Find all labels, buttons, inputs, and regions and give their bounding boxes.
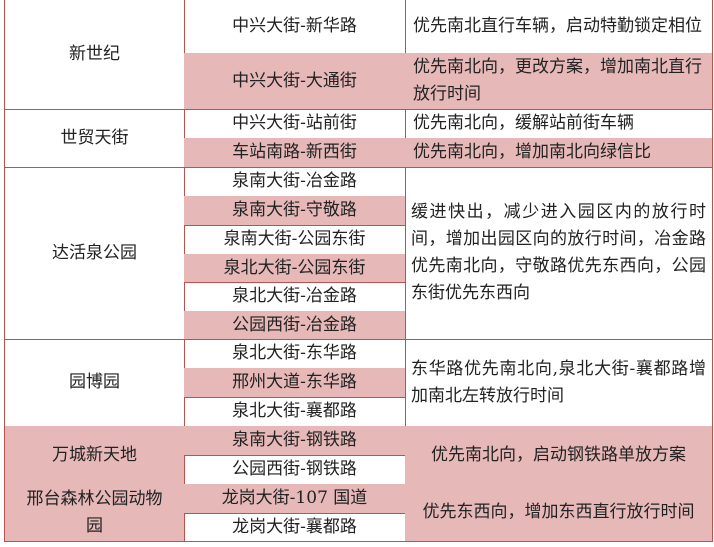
intersection-cell-text: 邢州大道-东华路 <box>232 372 357 392</box>
intersection-cell-text: 中兴大街-新华路 <box>232 16 357 36</box>
group-name: 邢台森林公园动物园 <box>4 484 185 542</box>
intersection-cell: 中兴大街-新华路 <box>184 0 406 54</box>
group-name: 达活泉公园 <box>4 167 185 340</box>
intersection-cell-text: 泉北大街-襄都路 <box>232 401 357 421</box>
intersection-cell-text: 泉南大街-守敬路 <box>232 200 357 220</box>
measure-cell-text: 优先南北向，缓解站前街车辆 <box>413 113 634 133</box>
measure-cell: 东华路优先南北向,泉北大街-襄都路增加南北左转放行时间 <box>405 339 713 427</box>
intersection-cell: 车站南路-新西街 <box>184 138 406 168</box>
measure-cell: 优先南北向，缓解站前街车辆 <box>405 109 713 139</box>
intersection-cell-text: 泉北大街-东华路 <box>232 343 357 363</box>
intersection-cell-text: 公园西街-钢铁路 <box>232 459 357 479</box>
intersection-cell: 泉南大街-冶金路 <box>184 167 406 197</box>
intersection-cell: 泉北大街-公园东街 <box>184 254 406 283</box>
measure-cell: 优先南北向，启动钢铁路单放方案 <box>405 426 713 485</box>
group-name-text: 万城新天地 <box>52 444 137 465</box>
intersection-cell: 龙岗大街-襄都路 <box>184 513 406 542</box>
intersection-cell: 泉北大街-襄都路 <box>184 397 406 427</box>
intersection-cell-text: 龙岗大街-襄都路 <box>232 516 357 537</box>
intersection-cell: 公园西街-冶金路 <box>184 311 406 340</box>
measure-cell: 优先东西向，增加东西直行放行时间 <box>405 484 713 542</box>
measure-cell: 优先南北向，更改方案，增加南北直行放行时间 <box>405 53 713 110</box>
group-name: 万城新天地 <box>4 426 185 485</box>
measure-cell-text: 优先南北直行车辆，启动特勤锁定相位 <box>413 16 702 36</box>
intersection-cell: 公园西街-钢铁路 <box>184 455 406 485</box>
measure-cell: 缓进快出，减少进入园区内的放行时间，增加出园区向的放行时间，冶金路优先南北向，守… <box>405 167 713 340</box>
intersection-cell-text: 中兴大街-大通街 <box>232 70 357 91</box>
intersection-cell-text: 泉南大街-公园东街 <box>223 229 366 249</box>
group-name-text: 新世纪 <box>69 44 120 64</box>
intersection-cell: 泉北大街-东华路 <box>184 339 406 369</box>
intersection-cell-text: 泉南大街-冶金路 <box>232 171 357 191</box>
group-name: 新世纪 <box>4 0 185 110</box>
group-name-text: 园博园 <box>69 372 120 392</box>
intersection-cell-text: 公园西街-冶金路 <box>232 314 357 335</box>
group-name: 世贸天街 <box>4 109 185 168</box>
intersection-cell-text: 车站南路-新西街 <box>232 142 357 162</box>
measure-cell: 优先南北向，增加南北向绿信比 <box>405 138 713 168</box>
group-name-text: 达活泉公园 <box>52 242 137 263</box>
measure-cell-text: 优先南北向，更改方案，增加南北直行放行时间 <box>413 57 702 104</box>
intersection-cell-text: 泉北大街-公园东街 <box>223 257 366 278</box>
intersection-cell-text: 中兴大街-站前街 <box>232 113 357 133</box>
intersection-cell-text: 泉南大街-钢铁路 <box>232 430 357 450</box>
measure-cell-text: 优先南北向，启动钢铁路单放方案 <box>431 444 686 465</box>
intersection-cell: 中兴大街-大通街 <box>184 53 406 110</box>
intersection-cell: 泉南大街-钢铁路 <box>184 426 406 456</box>
intersection-cell: 泉北大街-冶金路 <box>184 282 406 312</box>
measure-cell: 优先南北直行车辆，启动特勤锁定相位 <box>405 0 713 54</box>
measure-cell-text: 东华路优先南北向,泉北大街-襄都路增加南北左转放行时间 <box>411 358 706 406</box>
intersection-cell-text: 龙岗大街-107 国道 <box>221 488 368 508</box>
intersection-cell: 泉南大街-公园东街 <box>184 225 406 255</box>
measure-cell-text: 优先南北向，增加南北向绿信比 <box>413 142 651 162</box>
group-name-text: 邢台森林公园动物园 <box>26 488 163 536</box>
intersection-cell: 邢州大道-东华路 <box>184 368 406 398</box>
intersection-cell: 龙岗大街-107 国道 <box>184 484 406 514</box>
intersection-cell: 泉南大街-守敬路 <box>184 196 406 226</box>
measure-cell-text: 缓进快出，减少进入园区内的放行时间，增加出园区向的放行时间，冶金路优先南北向，守… <box>411 202 706 303</box>
intersection-cell: 中兴大街-站前街 <box>184 109 406 139</box>
measure-cell-text: 优先东西向，增加东西直行放行时间 <box>422 502 695 522</box>
group-name: 园博园 <box>4 339 185 427</box>
group-name-text: 世贸天街 <box>60 127 129 148</box>
intersection-cell-text: 泉北大街-冶金路 <box>232 286 357 306</box>
